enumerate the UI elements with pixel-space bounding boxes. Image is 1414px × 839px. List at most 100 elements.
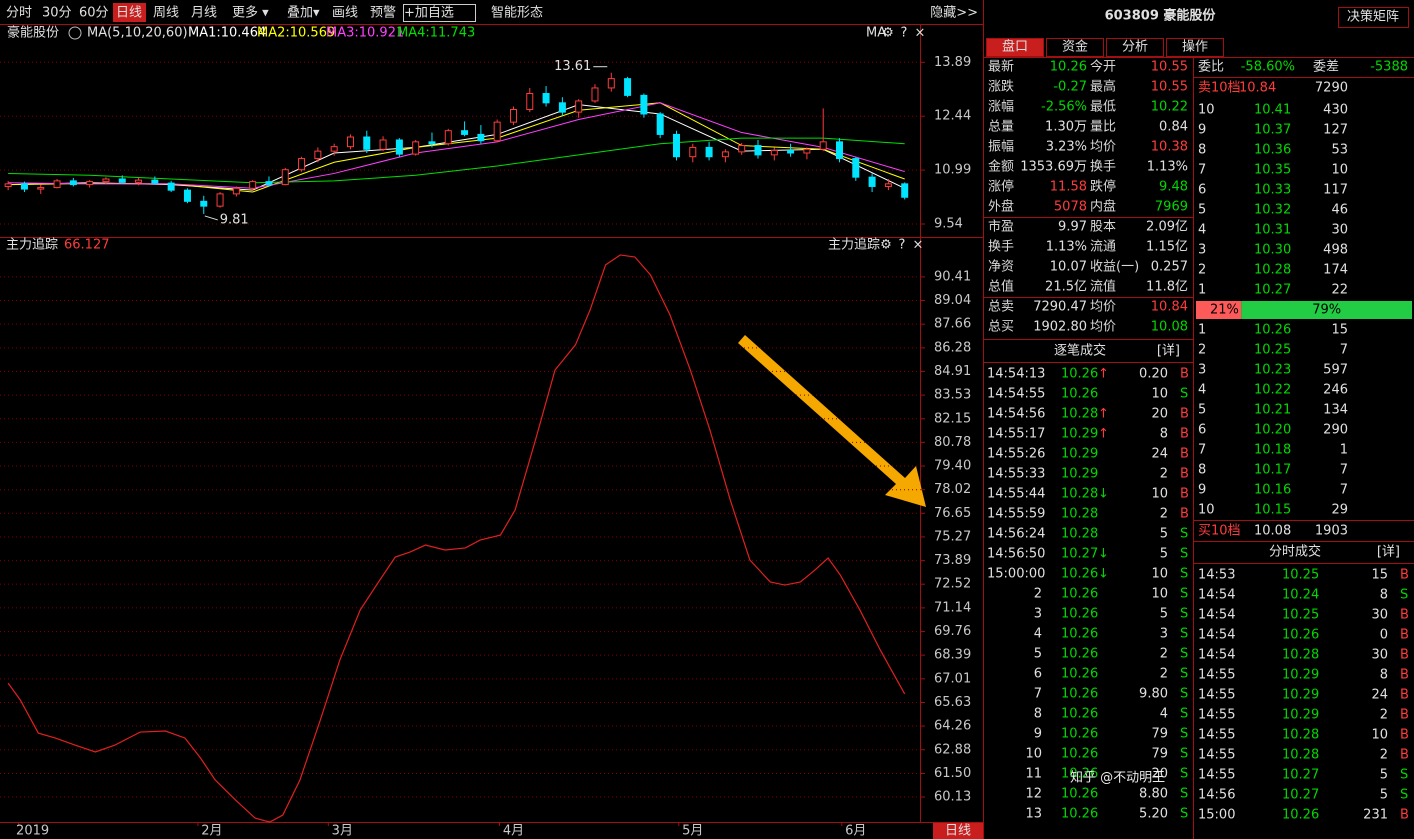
book-level: 9 bbox=[1198, 483, 1206, 498]
quote-label: 振幅 bbox=[988, 140, 1014, 155]
period-button[interactable] bbox=[933, 823, 983, 839]
quote-value: 1.13% bbox=[1147, 160, 1188, 175]
tab[interactable] bbox=[1046, 38, 1104, 57]
toolbar-item[interactable]: +加自选 bbox=[404, 6, 454, 21]
toolbar-item[interactable]: 周线 bbox=[153, 6, 179, 21]
tab[interactable] bbox=[1166, 38, 1224, 57]
candle-body bbox=[477, 133, 485, 142]
trade-volume: 8 bbox=[1160, 427, 1168, 442]
trade-price: 10.26 bbox=[1061, 767, 1098, 782]
tick-volume: 15 bbox=[1371, 568, 1388, 583]
pane-control[interactable]: × bbox=[915, 26, 926, 41]
book-volume: 174 bbox=[1323, 263, 1348, 278]
toolbar-item[interactable]: 叠加▾ bbox=[287, 6, 320, 21]
quote-value: 11.58 bbox=[1050, 180, 1087, 195]
quote-value: 11.8亿 bbox=[1146, 280, 1188, 295]
pane-control[interactable]: ? bbox=[901, 26, 908, 41]
book-price: 10.28 bbox=[1254, 263, 1291, 278]
y-tick-label: 79.40 bbox=[934, 459, 971, 474]
trade-seq: 5 bbox=[1034, 647, 1042, 662]
tab-label[interactable]: 盘口 bbox=[1002, 39, 1028, 55]
quote-label: 流值 bbox=[1090, 279, 1116, 295]
trade-price: 10.26 bbox=[1061, 647, 1098, 662]
tick-price: 10.27 bbox=[1282, 768, 1319, 783]
pane-control[interactable]: ? bbox=[899, 238, 906, 253]
toolbar-item[interactable]: 分时 bbox=[6, 6, 32, 21]
toolbar-item[interactable]: 更多 ▾ bbox=[232, 5, 269, 21]
book-price: 10.20 bbox=[1254, 423, 1291, 438]
toolbar-item[interactable]: 画线 bbox=[332, 6, 358, 21]
book-level: 9 bbox=[1198, 123, 1206, 138]
y-tick-label: 64.26 bbox=[934, 719, 971, 734]
ma-line bbox=[8, 137, 905, 184]
toolbar-item[interactable]: 月线 bbox=[191, 6, 217, 21]
quote-value: 0.84 bbox=[1159, 120, 1188, 135]
candle-body bbox=[395, 139, 403, 155]
book-label: 委差 bbox=[1313, 60, 1339, 75]
trade-price: 10.26 bbox=[1061, 387, 1098, 402]
candle-body bbox=[314, 150, 322, 160]
toolbar-item[interactable]: 30分 bbox=[42, 6, 72, 21]
candle-body bbox=[624, 78, 632, 96]
y-tick-label: 84.91 bbox=[934, 364, 971, 379]
toolbar-item[interactable]: 预警 bbox=[370, 5, 396, 21]
book-price: 10.16 bbox=[1254, 483, 1291, 498]
dropdown[interactable] bbox=[68, 26, 82, 40]
button-frame[interactable] bbox=[1338, 7, 1409, 28]
tick-price: 10.29 bbox=[1282, 688, 1319, 703]
button-frame[interactable] bbox=[403, 4, 476, 22]
trade-side: B bbox=[1180, 367, 1189, 382]
pane-control[interactable]: ⚙ bbox=[882, 26, 894, 41]
trade-side: S bbox=[1180, 527, 1188, 542]
watermark: 知乎 @不动明王 bbox=[1070, 770, 1165, 786]
button[interactable]: 决策矩阵 bbox=[1347, 9, 1399, 25]
pane-control[interactable]: × bbox=[913, 238, 924, 253]
ma-line bbox=[8, 102, 905, 189]
tab[interactable] bbox=[986, 38, 1044, 57]
book-level: 5 bbox=[1198, 203, 1206, 218]
tick-price: 10.25 bbox=[1282, 568, 1319, 583]
candle-body bbox=[249, 181, 257, 189]
candle-body bbox=[705, 146, 713, 158]
tab-label[interactable]: 操作 bbox=[1182, 39, 1208, 55]
hide-button[interactable]: 隐藏>> bbox=[930, 6, 978, 21]
book-level: 3 bbox=[1198, 243, 1206, 258]
book-volume: 7290 bbox=[1315, 81, 1348, 96]
trade-seq: 3 bbox=[1034, 607, 1042, 622]
toolbar-item[interactable]: 日线 bbox=[116, 6, 142, 21]
candle-body bbox=[868, 176, 876, 187]
trade-time: 14:54:56 bbox=[987, 407, 1045, 422]
tab[interactable] bbox=[1106, 38, 1164, 57]
tick-volume: 8 bbox=[1380, 588, 1388, 603]
quote-value: 10.55 bbox=[1151, 60, 1188, 75]
candle-body bbox=[884, 183, 892, 187]
y-tick-label: 83.53 bbox=[934, 388, 971, 403]
book-volume: 15 bbox=[1331, 323, 1348, 338]
tick-price: 10.28 bbox=[1282, 648, 1319, 663]
candle-body bbox=[281, 169, 289, 186]
detail-link[interactable]: [详] bbox=[1377, 545, 1400, 560]
y-tick-label: 10.99 bbox=[934, 163, 971, 178]
book-volume: 22 bbox=[1331, 283, 1348, 298]
detail-link[interactable]: [详] bbox=[1157, 344, 1180, 359]
tab-label[interactable]: 资金 bbox=[1062, 39, 1088, 55]
candle-body bbox=[86, 181, 94, 186]
candle-body bbox=[151, 179, 159, 184]
pane-control[interactable]: ⚙ bbox=[880, 238, 892, 253]
tick-volume: 24 bbox=[1371, 688, 1388, 703]
tab-label[interactable]: 分析 bbox=[1122, 40, 1148, 55]
toolbar-item[interactable]: 60分 bbox=[79, 6, 109, 21]
trade-volume: 79 bbox=[1151, 747, 1168, 762]
tick-side: B bbox=[1400, 648, 1409, 663]
toolbar-item[interactable]: 智能形态 bbox=[491, 6, 543, 21]
book-level: 7 bbox=[1198, 163, 1206, 178]
trade-side: S bbox=[1180, 787, 1188, 802]
quote-label: 市盈 bbox=[988, 219, 1014, 235]
y-tick-label: 72.52 bbox=[934, 577, 971, 592]
tick-time: 14:54 bbox=[1198, 588, 1235, 603]
book-level: 10 bbox=[1198, 103, 1215, 118]
period-label[interactable]: 日线 bbox=[945, 824, 971, 839]
trade-price: 10.26 bbox=[1061, 627, 1098, 642]
tick-price: 10.28 bbox=[1282, 728, 1319, 743]
